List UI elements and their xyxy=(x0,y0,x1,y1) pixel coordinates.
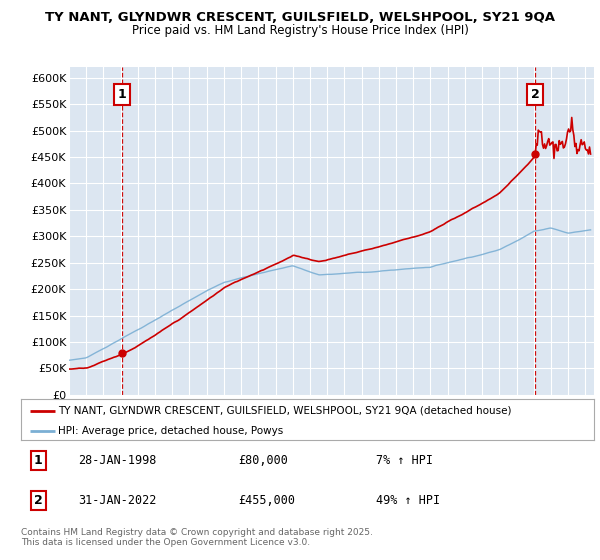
Text: £455,000: £455,000 xyxy=(239,494,296,507)
Text: 7% ↑ HPI: 7% ↑ HPI xyxy=(376,454,433,467)
Text: HPI: Average price, detached house, Powys: HPI: Average price, detached house, Powy… xyxy=(58,426,283,436)
Text: 1: 1 xyxy=(118,88,127,101)
Text: 2: 2 xyxy=(34,494,43,507)
Text: Contains HM Land Registry data © Crown copyright and database right 2025.
This d: Contains HM Land Registry data © Crown c… xyxy=(21,528,373,547)
Text: £80,000: £80,000 xyxy=(239,454,289,467)
Text: 2: 2 xyxy=(531,88,539,101)
Text: Price paid vs. HM Land Registry's House Price Index (HPI): Price paid vs. HM Land Registry's House … xyxy=(131,24,469,36)
Text: 28-JAN-1998: 28-JAN-1998 xyxy=(79,454,157,467)
Text: TY NANT, GLYNDWR CRESCENT, GUILSFIELD, WELSHPOOL, SY21 9QA (detached house): TY NANT, GLYNDWR CRESCENT, GUILSFIELD, W… xyxy=(58,405,512,416)
Text: TY NANT, GLYNDWR CRESCENT, GUILSFIELD, WELSHPOOL, SY21 9QA: TY NANT, GLYNDWR CRESCENT, GUILSFIELD, W… xyxy=(45,11,555,24)
Text: 31-JAN-2022: 31-JAN-2022 xyxy=(79,494,157,507)
Text: 49% ↑ HPI: 49% ↑ HPI xyxy=(376,494,440,507)
Text: 1: 1 xyxy=(34,454,43,467)
